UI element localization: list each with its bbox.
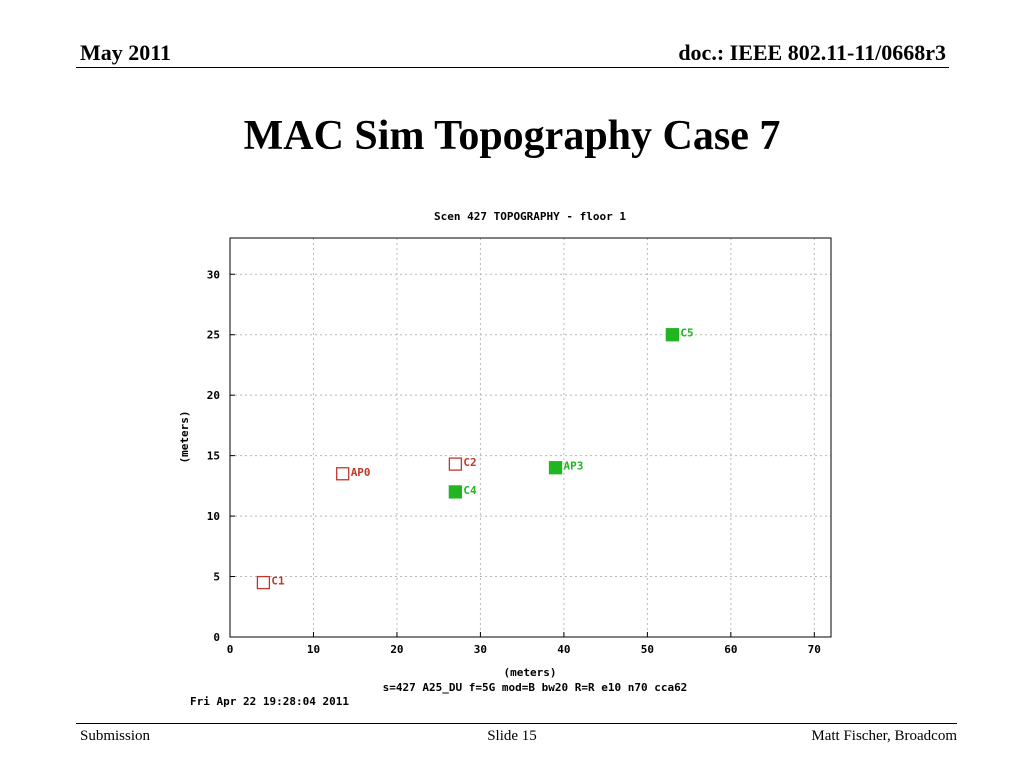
plot-frame xyxy=(229,237,832,638)
footer-author: Matt Fischer, Broadcom xyxy=(811,728,957,744)
footer-slide-number: Slide 15 xyxy=(487,728,537,744)
x-tick-label: 30 xyxy=(474,643,487,656)
point-label-c2: C2 xyxy=(463,456,476,469)
y-tick-label: 15 xyxy=(207,450,220,463)
point-marker-c2 xyxy=(448,457,463,471)
header-rule xyxy=(76,67,949,68)
y-tick-label: 10 xyxy=(207,510,220,523)
point-label-c4: C4 xyxy=(463,484,477,497)
point-marker-ap3 xyxy=(548,461,563,475)
x-tick-label: 50 xyxy=(641,643,654,656)
x-tick-label: 70 xyxy=(808,643,821,656)
point-marker-c1 xyxy=(256,575,271,590)
point-marker-ap0 xyxy=(336,467,350,481)
y-tick-label: 0 xyxy=(213,631,220,644)
x-tick-label: 20 xyxy=(390,643,403,656)
x-axis-label: (meters) xyxy=(504,666,557,679)
point-marker-c4 xyxy=(448,485,463,499)
chart-caption: s=427 A25_DU f=5G mod=B bw20 R=R e10 n70… xyxy=(383,681,688,694)
chart-title: Scen 427 TOPOGRAPHY - floor 1 xyxy=(434,210,626,223)
y-tick-label: 20 xyxy=(207,389,220,402)
point-label-ap0: AP0 xyxy=(351,466,371,479)
slide-title: MAC Sim Topography Case 7 xyxy=(243,113,781,159)
point-label-ap3: AP3 xyxy=(564,460,584,473)
footer-submission: Submission xyxy=(80,728,151,744)
x-tick-label: 0 xyxy=(227,643,234,656)
x-tick-label: 10 xyxy=(307,643,320,656)
y-tick-label: 25 xyxy=(207,329,220,342)
chart-ticks: 0 10 20 30 40 50 60 70 0 5 10 15 20 25 30 xyxy=(207,268,821,656)
point-marker-c5 xyxy=(665,328,680,342)
y-axis-label: (meters) xyxy=(178,411,191,464)
chart-points: AP0 C1 C2 AP3 C4 C5 xyxy=(256,327,694,590)
y-tick-label: 5 xyxy=(213,571,220,584)
point-label-c5: C5 xyxy=(680,327,693,340)
header-date: May 2011 xyxy=(80,40,172,65)
chart-timestamp: Fri Apr 22 19:28:04 2011 xyxy=(190,695,349,708)
point-label-c1: C1 xyxy=(271,575,285,588)
topography-chart: Scen 427 TOPOGRAPHY - floor 1 0 10 20 30 40 5… xyxy=(178,210,832,708)
x-tick-label: 40 xyxy=(557,643,570,656)
x-tick-label: 60 xyxy=(724,643,737,656)
header-doc-id: doc.: IEEE 802.11-11/0668r3 xyxy=(678,40,946,65)
y-tick-label: 30 xyxy=(207,268,220,281)
chart-grid xyxy=(230,238,831,637)
footer-rule xyxy=(76,723,957,724)
